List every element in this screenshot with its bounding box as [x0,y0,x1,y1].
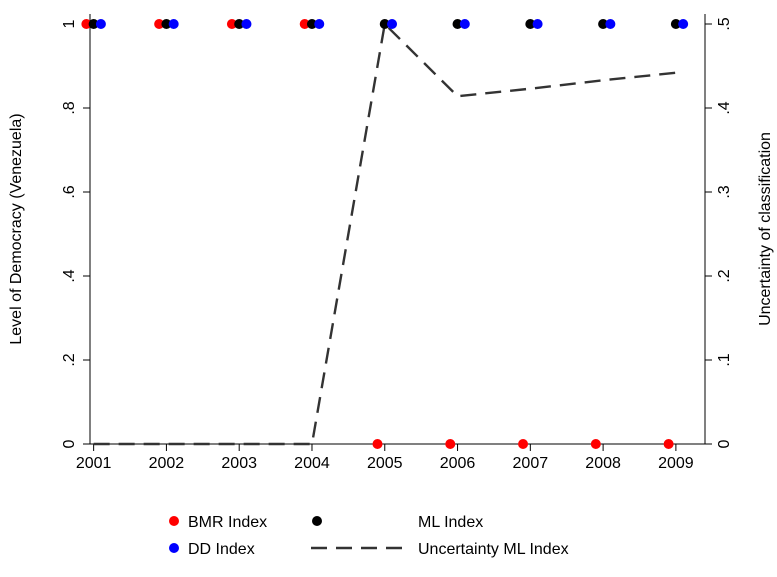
ml-index-point [525,19,536,29]
y-tick-label: 1 [61,19,78,28]
y-axis-label: Level of Democracy (Venezuela) [8,113,25,344]
dd-index-point [605,19,616,29]
bmr-index-point [663,439,674,449]
bmr-index-point [154,19,165,29]
x-tick-label: 2006 [440,455,476,472]
x-tick-label: 2009 [658,455,694,472]
ml-index-point [452,19,463,29]
x-tick-label: 2001 [76,455,112,472]
legend-ml-index-label: ML Index [418,514,483,531]
dd-index-point [314,19,325,29]
x-tick-label: 2002 [149,455,185,472]
y-tick-label: .2 [61,353,78,366]
plot-area: 0.2.4.6.81 0.1.2.3.4.5 2001 2002 2003 2004 2… [61,14,733,472]
legend-ml-index-marker [312,516,322,526]
ml-index-point [161,19,172,29]
ml-index-point [234,19,245,29]
dd-index-point [168,19,179,29]
x-tick-label: 2003 [221,455,257,472]
dd-index-point [387,19,398,29]
bmr-index-point [372,439,383,449]
y2-tick-label: .2 [716,269,733,282]
bmr-index-point [518,439,529,449]
dd-index-point [459,19,470,29]
legend-dd-index-marker [169,543,179,553]
x-tick-label: 2004 [294,455,330,472]
bmr-index-point [226,19,237,29]
ml-index-point [670,19,681,29]
bmr-index-point [445,439,456,449]
x-ticks: 2001 2002 2003 2004 2005 2006 2007 2008 2009 [76,444,694,472]
ml-index-point [379,19,390,29]
points-layer [81,19,689,449]
legend: BMR Index ML Index DD Index Uncertainty ML … [169,514,569,558]
legend-bmr-index-label: BMR Index [188,514,267,531]
dd-index-point [241,19,252,29]
ml-index-point [306,19,317,29]
uncertainty-ml-line [93,21,677,446]
y-tick-label: 0 [61,439,78,448]
left-y-ticks: 0 .2 .4 .6 .8 1 [61,19,90,448]
bmr-index-point [81,19,92,29]
ml-index-point [598,19,609,29]
y2-tick-label: .1 [716,353,733,366]
right-y-axis-label: Uncertainty of classification [757,132,774,326]
y2-tick-label: .3 [716,185,733,198]
bmr-index-point [299,19,310,29]
uncertainty-line-layer [93,21,677,446]
y-tick-label: .4 [61,269,78,282]
x-tick-label: 2008 [585,455,621,472]
legend-uncertainty-ml-index-label: Uncertainty ML Index [418,541,569,558]
dd-index-point [532,19,543,29]
ml-index-point [88,19,99,29]
y2-tick-label: .4 [716,101,733,114]
y2-tick-label: 0 [716,439,733,448]
legend-dd-index-label: DD Index [188,541,255,558]
dd-index-point [678,19,689,29]
bmr-index-point [590,439,601,449]
legend-bmr-index-marker [169,516,179,526]
dd-index-point [95,19,106,29]
right-y-ticks: 0 .1 .2 .3 .4 .5 [705,17,733,448]
y-tick-label: .6 [61,185,78,198]
y-tick-label: .8 [61,101,78,114]
x-tick-label: 2007 [513,455,549,472]
x-tick-label: 2005 [367,455,403,472]
y2-tick-label: .5 [716,17,733,30]
